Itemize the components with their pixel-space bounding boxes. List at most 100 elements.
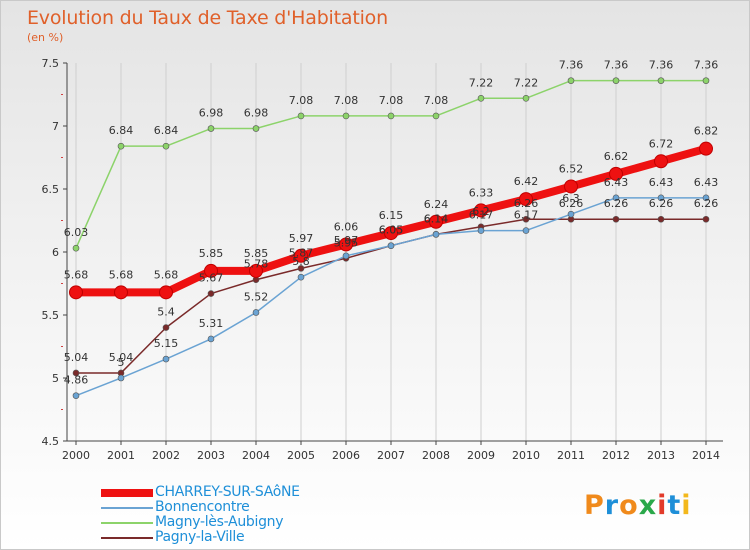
data-label: 6.42 — [514, 175, 539, 188]
data-label: 6.62 — [604, 150, 629, 163]
legend-item-magny: Magny-lès-Aubigny — [101, 514, 401, 530]
data-label: 5.31 — [199, 317, 224, 330]
data-label: 6.03 — [64, 226, 89, 239]
data-point — [339, 237, 353, 252]
data-point — [297, 265, 305, 272]
data-point — [654, 154, 668, 169]
data-point — [72, 392, 80, 399]
data-label: 7.08 — [334, 94, 359, 107]
data-label: 5.04 — [64, 351, 89, 364]
data-point — [564, 179, 578, 194]
data-point — [207, 125, 215, 132]
data-point — [519, 192, 533, 207]
data-label: 6.17 — [514, 209, 539, 222]
data-point — [294, 248, 308, 263]
data-point — [522, 215, 530, 223]
legend-swatch-charrey — [101, 489, 153, 497]
data-point — [384, 226, 398, 241]
y-tick-label: 5.5 — [42, 309, 60, 322]
logo-letter: o — [619, 490, 639, 521]
y-tick-label: 4.5 — [42, 435, 60, 448]
logo-letter: x — [638, 490, 658, 521]
x-tick-label: 2013 — [647, 449, 675, 462]
data-label: 6.52 — [559, 162, 584, 175]
data-point — [117, 374, 125, 382]
data-label: 6.26 — [604, 197, 629, 210]
data-point — [522, 227, 530, 234]
data-label: 5.4 — [157, 306, 175, 319]
x-tick-label: 2002 — [152, 449, 180, 462]
data-label: 5.67 — [199, 272, 224, 285]
logo-letter: r — [604, 490, 620, 521]
data-point — [432, 112, 440, 120]
logo-letter: i — [681, 490, 692, 521]
data-label: 5 — [118, 356, 125, 369]
chart-title: Evolution du Taux de Taxe d'Habitation — [27, 7, 388, 29]
data-point — [159, 285, 173, 300]
data-point — [207, 335, 215, 343]
data-point — [387, 242, 395, 249]
x-tick-label: 2004 — [242, 449, 270, 462]
data-label: 6.84 — [154, 124, 179, 137]
legend-label-charrey: CHARREY-SUR-SAôNE — [155, 484, 300, 500]
data-label: 7.08 — [379, 94, 404, 107]
legend-swatch-bonnencontre — [101, 507, 153, 509]
data-label: 5.8 — [292, 255, 310, 268]
x-tick-label: 2000 — [62, 449, 90, 462]
data-point — [342, 112, 350, 120]
data-point — [612, 215, 620, 223]
data-point — [249, 263, 263, 278]
data-label: 7.08 — [424, 94, 449, 107]
data-label: 6.84 — [109, 124, 134, 137]
data-label: 7.36 — [649, 59, 674, 72]
data-point — [702, 77, 710, 84]
data-point — [297, 273, 305, 281]
x-tick-label: 2009 — [467, 449, 495, 462]
legend-item-charrey: CHARREY-SUR-SAôNE — [101, 484, 401, 500]
data-label: 6.3 — [562, 192, 580, 205]
y-tick-label: 6 — [52, 246, 59, 259]
data-label: 5.87 — [289, 246, 314, 259]
x-tick-label: 2008 — [422, 449, 450, 462]
data-label: 7.08 — [289, 94, 314, 107]
data-point — [699, 141, 713, 156]
data-label: 6.98 — [244, 107, 269, 120]
data-label: 6.43 — [694, 176, 719, 189]
x-tick-label: 2005 — [287, 449, 315, 462]
data-point — [477, 227, 485, 234]
data-point — [609, 166, 623, 181]
data-point — [69, 285, 83, 300]
data-point — [162, 142, 170, 150]
line-chart: 4.5 5 5.5 6 6.5 7 7.5 2000 2001 2002 2003 2004 2005 2… — [42, 57, 723, 462]
data-label: 6.72 — [649, 137, 674, 150]
x-tick-label: 2007 — [377, 449, 405, 462]
y-tick-label: 6.5 — [42, 183, 60, 196]
data-label: 5.68 — [109, 268, 134, 281]
y-tick-label: 5 — [52, 372, 59, 385]
data-point — [657, 215, 665, 223]
data-point — [702, 194, 710, 202]
logo-letter: t — [667, 490, 682, 521]
data-label: 5.68 — [64, 268, 89, 281]
chart-unit: (en %) — [27, 31, 64, 44]
data-point — [429, 214, 443, 229]
data-label: 6.05 — [379, 224, 404, 237]
x-tick-label: 2006 — [332, 449, 360, 462]
data-point — [657, 77, 665, 84]
data-label: 5.52 — [244, 290, 269, 303]
legend-label-bonnencontre: Bonnencontre — [155, 499, 250, 515]
data-point — [297, 112, 305, 120]
x-tick-label: 2014 — [692, 449, 720, 462]
legend-item-bonnencontre: Bonnencontre — [101, 499, 401, 515]
data-point — [114, 285, 128, 300]
data-label: 6.43 — [649, 176, 674, 189]
data-point — [204, 263, 218, 278]
data-point — [252, 125, 260, 132]
data-label: 6.26 — [694, 197, 719, 210]
legend-swatch-pagny — [101, 537, 153, 539]
proxiti-logo: Proxiti — [584, 490, 692, 521]
data-label: 6.33 — [469, 186, 494, 199]
data-point — [72, 369, 80, 377]
data-label: 4.86 — [64, 374, 89, 387]
